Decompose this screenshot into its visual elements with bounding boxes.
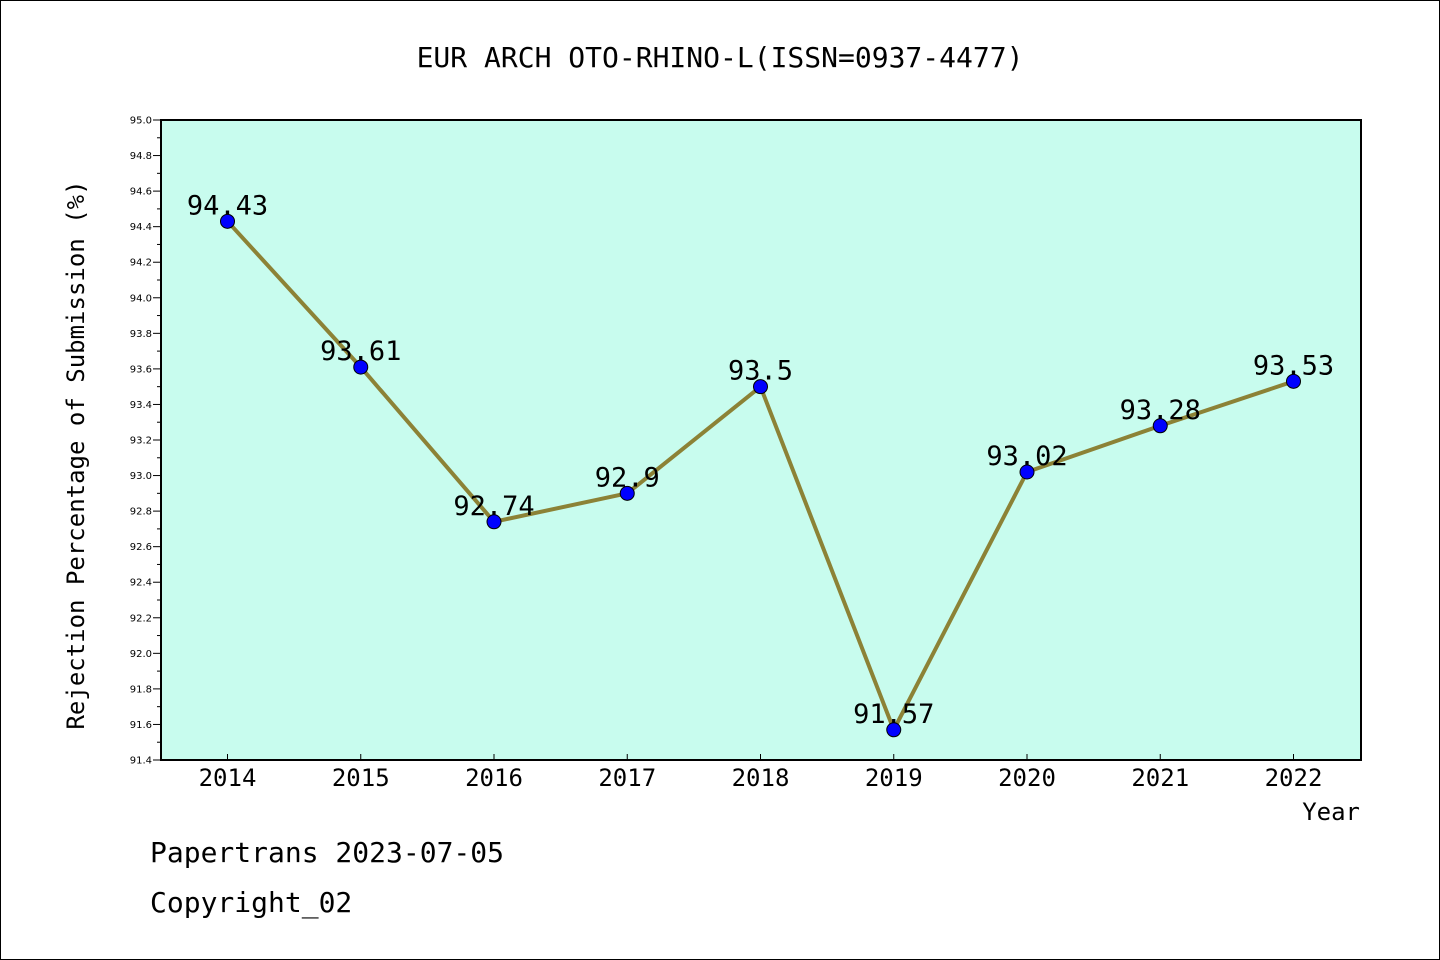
data-point-2018 <box>753 379 768 395</box>
plot-area <box>160 119 1362 761</box>
x-tick-label: 2018 <box>732 764 790 792</box>
data-label-2022: 93.53 <box>1253 350 1334 381</box>
y-tick-label: 91.8 <box>130 684 152 695</box>
y-tick-label: 94.4 <box>130 222 152 233</box>
data-label-2019: 91.57 <box>853 699 934 730</box>
x-tick-label: 2022 <box>1265 764 1323 792</box>
data-point-2021 <box>1152 418 1168 434</box>
y-tick-label: 93.4 <box>130 400 152 411</box>
y-tick-label: 93.2 <box>130 436 152 447</box>
data-label-2021: 93.28 <box>1120 395 1201 426</box>
y-tick-label: 94.2 <box>130 258 152 269</box>
data-point-2022 <box>1286 373 1301 389</box>
y-axis-label: Rejection Percentage of Submission (%) <box>62 180 90 729</box>
y-tick-label: 91.6 <box>130 720 152 731</box>
x-tick-label: 2020 <box>998 764 1056 792</box>
data-label-2017: 92.9 <box>595 462 660 493</box>
x-tick-label: 2016 <box>465 764 523 792</box>
chart-title: EUR ARCH OTO-RHINO-L(ISSN=0937-4477) <box>417 41 1024 74</box>
y-tick-label: 94.6 <box>130 187 152 198</box>
data-point-2020 <box>1019 464 1035 480</box>
y-tick-label: 93.0 <box>130 471 152 482</box>
series <box>220 213 1301 738</box>
data-point-2014 <box>220 213 235 229</box>
y-tick-label: 92.6 <box>130 542 152 553</box>
y-tick-label: 92.2 <box>130 613 152 624</box>
x-tick-label: 2019 <box>865 764 923 792</box>
data-label-2018: 93.5 <box>728 356 793 387</box>
data-point-2016 <box>486 514 502 530</box>
data-point-2019 <box>886 722 902 738</box>
y-axis: 91.4 91.6 91.8 92.0 92.2 92.4 92.6 92.8 93.0 93.2… <box>130 116 161 767</box>
y-tick-label: 94.0 <box>130 293 152 304</box>
x-axis-label: Year <box>1302 798 1360 826</box>
data-label-2016: 92.74 <box>453 491 534 522</box>
data-label-2015: 93.61 <box>320 336 401 367</box>
x-tick-label: 2015 <box>332 764 390 792</box>
y-tick-label: 92.0 <box>130 649 152 660</box>
data-point-2015 <box>353 359 369 375</box>
y-tick-label: 92.8 <box>130 507 152 518</box>
y-tick-label: 94.8 <box>130 151 152 162</box>
footer-copyright: Copyright_02 <box>150 886 353 919</box>
x-tick-label: 2014 <box>199 764 257 792</box>
y-tick-label: 93.8 <box>130 329 152 340</box>
x-tick-label: 2021 <box>1131 764 1189 792</box>
footer-date: Papertrans 2023-07-05 <box>150 836 505 869</box>
y-tick-label: 92.4 <box>130 578 152 589</box>
data-label-2020: 93.02 <box>986 441 1067 472</box>
data-labels: 94.43 93.61 92.74 92.9 93.5 91.57 93.02 93.28 93… <box>187 190 1334 729</box>
y-tick-label: 93.6 <box>130 364 152 375</box>
y-tick-label: 91.4 <box>130 756 152 767</box>
data-point-2017 <box>619 485 635 501</box>
data-label-2014: 94.43 <box>187 190 268 221</box>
x-axis: 2014 2015 2016 2017 2018 2019 2020 2021 2022 <box>199 754 1323 792</box>
x-tick-label: 2017 <box>598 764 656 792</box>
y-tick-label: 95.0 <box>130 116 152 127</box>
